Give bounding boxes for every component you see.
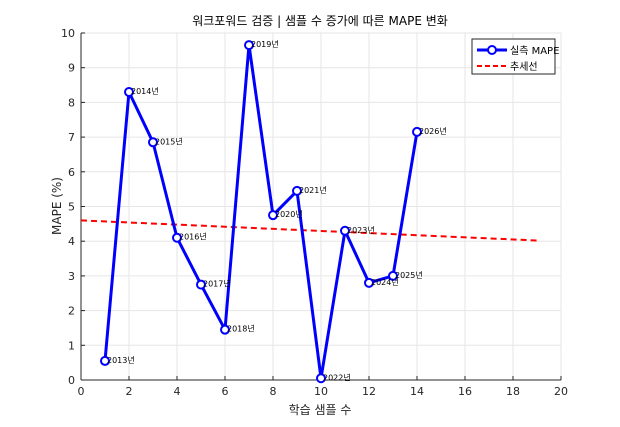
point-label: 2022년 <box>323 372 351 382</box>
x-tick-label: 16 <box>458 385 472 398</box>
y-tick-label: 7 <box>68 131 75 144</box>
x-axis-label: 학습 샘플 수 <box>289 403 352 417</box>
legend-box <box>471 38 556 75</box>
x-tick-label: 10 <box>314 385 328 398</box>
point-label: 2026년 <box>419 126 447 136</box>
x-tick-label: 8 <box>270 385 277 398</box>
x-tick-label: 0 <box>78 385 85 398</box>
data-point <box>292 185 302 196</box>
data-point <box>388 270 398 281</box>
series-layer <box>80 40 538 384</box>
point-label: 2014년 <box>131 86 159 96</box>
y-tick-label: 9 <box>68 62 75 75</box>
point-label: 2017년 <box>203 279 231 289</box>
legend: 실측 MAPE 추세선 <box>471 38 559 75</box>
data-point <box>220 324 230 335</box>
y-tick-label: 1 <box>68 339 75 352</box>
y-tick-label: 6 <box>68 166 75 179</box>
x-tick-label: 20 <box>554 385 568 398</box>
legend-label-actual: 실측 MAPE <box>510 45 559 57</box>
grid <box>80 32 562 381</box>
actual-mape-line <box>103 43 419 380</box>
point-label: 2025년 <box>395 270 423 280</box>
y-tick-label: 8 <box>68 96 75 109</box>
point-label: 2015년 <box>155 136 183 146</box>
data-point <box>172 232 182 243</box>
x-tick-label: 18 <box>506 385 520 398</box>
x-tick-label: 4 <box>174 385 181 398</box>
y-tick-label: 10 <box>61 27 75 40</box>
data-point <box>340 225 350 236</box>
y-tick-label: 3 <box>68 270 75 283</box>
data-point <box>244 40 254 51</box>
y-tick-label: 4 <box>68 235 75 248</box>
data-point <box>124 86 134 97</box>
y-axis-label: MAPE (%) <box>50 177 64 235</box>
data-point <box>100 355 110 366</box>
x-tick-label: 6 <box>222 385 229 398</box>
legend-marker-actual <box>487 45 497 55</box>
x-tick-label: 2 <box>126 385 133 398</box>
point-label: 2016년 <box>179 232 207 242</box>
y-tick-label: 5 <box>68 201 75 214</box>
data-point <box>148 137 158 148</box>
chart-title: 워크포워드 검증 | 샘플 수 증가에 따른 MAPE 변화 <box>192 14 448 28</box>
trend-line <box>80 219 538 242</box>
data-point <box>196 279 206 290</box>
point-label: 2020년 <box>275 209 303 219</box>
point-label: 2018년 <box>227 324 255 334</box>
point-label: 2023년 <box>347 225 375 235</box>
legend-label-trend: 추세선 <box>510 61 538 73</box>
x-tick-label: 12 <box>362 385 376 398</box>
point-label: 2024년 <box>371 277 399 287</box>
y-tick-label: 0 <box>68 374 75 387</box>
y-tick-label: 2 <box>68 305 75 318</box>
data-point <box>364 277 374 288</box>
point-label: 2021년 <box>299 185 327 195</box>
x-tick-label: 14 <box>410 385 424 398</box>
data-point <box>412 126 422 137</box>
point-label: 2013년 <box>107 355 135 365</box>
point-labels: 2013년 2014년 2015년 2016년 2017년 2018년 2019년 2020년… <box>107 39 447 382</box>
data-point <box>268 210 278 221</box>
point-label: 2019년 <box>251 39 279 49</box>
data-point <box>316 373 326 384</box>
